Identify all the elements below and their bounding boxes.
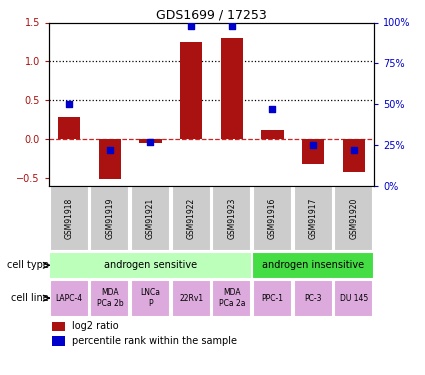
Text: LNCa
P: LNCa P <box>141 288 161 308</box>
Title: GDS1699 / 17253: GDS1699 / 17253 <box>156 8 267 21</box>
Bar <box>131 280 170 316</box>
Text: LAPC-4: LAPC-4 <box>56 294 83 303</box>
Bar <box>172 280 211 316</box>
Bar <box>334 186 373 250</box>
Bar <box>139 139 162 143</box>
Text: PPC-1: PPC-1 <box>261 294 283 303</box>
Bar <box>302 139 324 164</box>
Bar <box>212 186 251 250</box>
Point <box>269 106 276 112</box>
Bar <box>52 322 65 331</box>
Bar <box>91 186 129 250</box>
Point <box>66 101 73 107</box>
Point <box>106 147 113 153</box>
Bar <box>212 280 251 316</box>
Bar <box>131 186 170 250</box>
Text: DU 145: DU 145 <box>340 294 368 303</box>
Bar <box>91 280 129 316</box>
Bar <box>49 252 252 279</box>
Bar <box>99 139 121 179</box>
Text: GSM91918: GSM91918 <box>65 198 74 239</box>
Text: PC-3: PC-3 <box>304 294 322 303</box>
Point <box>147 139 154 145</box>
Bar <box>343 139 365 172</box>
Bar <box>172 186 211 250</box>
Bar <box>221 38 243 139</box>
Bar <box>50 186 89 250</box>
Bar <box>58 117 80 139</box>
Bar <box>261 130 283 139</box>
Text: GSM91921: GSM91921 <box>146 198 155 239</box>
Text: GSM91923: GSM91923 <box>227 198 236 239</box>
Text: cell type: cell type <box>7 260 49 270</box>
Text: GSM91916: GSM91916 <box>268 198 277 239</box>
Point <box>228 23 235 29</box>
Text: GSM91917: GSM91917 <box>309 198 317 239</box>
Text: MDA
PCa 2b: MDA PCa 2b <box>96 288 123 308</box>
Bar <box>253 186 292 250</box>
Text: 22Rv1: 22Rv1 <box>179 294 203 303</box>
Bar <box>252 252 374 279</box>
Text: percentile rank within the sample: percentile rank within the sample <box>72 336 237 346</box>
Bar <box>294 186 332 250</box>
Text: cell line: cell line <box>11 293 49 303</box>
Bar <box>334 280 373 316</box>
Bar <box>253 280 292 316</box>
Bar <box>50 280 89 316</box>
Bar <box>180 42 202 139</box>
Text: androgen sensitive: androgen sensitive <box>104 260 197 270</box>
Text: GSM91919: GSM91919 <box>105 198 114 239</box>
Bar <box>52 336 65 346</box>
Text: GSM91920: GSM91920 <box>349 198 358 239</box>
Point <box>188 23 195 29</box>
Bar <box>294 280 332 316</box>
Text: GSM91922: GSM91922 <box>187 198 196 239</box>
Point <box>350 147 357 153</box>
Text: MDA
PCa 2a: MDA PCa 2a <box>218 288 245 308</box>
Point <box>310 142 317 148</box>
Text: log2 ratio: log2 ratio <box>72 321 118 332</box>
Text: androgen insensitive: androgen insensitive <box>262 260 364 270</box>
